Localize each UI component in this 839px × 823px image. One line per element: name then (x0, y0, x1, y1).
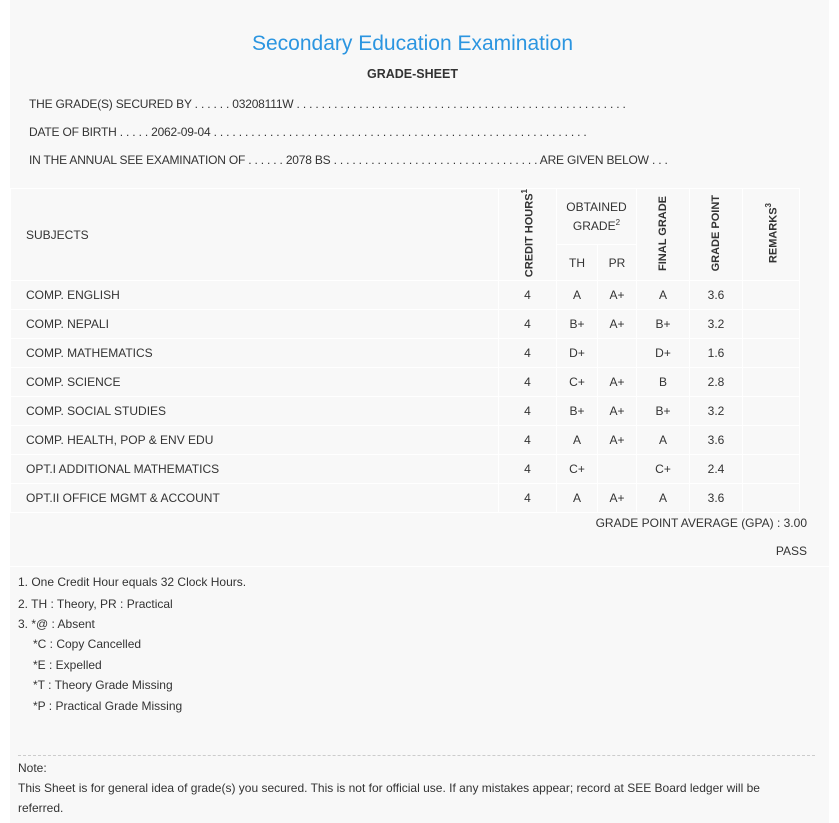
cell-pr (597, 338, 637, 369)
header-grade-point: GRADE POINT (689, 187, 743, 282)
cell-credit: 4 (498, 483, 557, 514)
table-row: COMP. ENGLISH 4 A A+ A 3.6 (10, 280, 800, 311)
cell-subject: OPT.II OFFICE MGMT & ACCOUNT (10, 483, 499, 514)
cell-credit: 4 (498, 280, 557, 311)
table-row: COMP. HEALTH, POP & ENV EDU 4 A A+ A 3.6 (10, 425, 800, 456)
footnote: *T : Theory Grade Missing (33, 678, 173, 692)
table-row: COMP. SOCIAL STUDIES 4 B+ A+ B+ 3.2 (10, 396, 800, 427)
cell-remarks (742, 367, 800, 398)
cell-final: B (636, 367, 690, 398)
exam-line: IN THE ANNUAL SEE EXAMINATION OF . . . .… (29, 153, 668, 167)
cell-th: A (556, 425, 598, 456)
dob-line: DATE OF BIRTH . . . . . 2062-09-04 . . .… (29, 125, 587, 139)
cell-subject: COMP. ENGLISH (10, 280, 499, 311)
header-obtained-grade: OBTAINED GRADE2 (556, 187, 637, 246)
grades-table: SUBJECTS CREDIT HOURS1 OBTAINED GRADE2 F… (10, 187, 800, 514)
cell-subject: COMP. HEALTH, POP & ENV EDU (10, 425, 499, 456)
cell-th: B+ (556, 396, 598, 427)
cell-th: D+ (556, 338, 598, 369)
cell-credit: 4 (498, 425, 557, 456)
table-row: OPT.I ADDITIONAL MATHEMATICS 4 C+ C+ 2.4 (10, 454, 800, 485)
cell-final: A (636, 425, 690, 456)
cell-gp: 3.6 (689, 280, 743, 311)
table-row: COMP. MATHEMATICS 4 D+ D+ 1.6 (10, 338, 800, 369)
cell-remarks (742, 425, 800, 456)
cell-final: B+ (636, 309, 690, 340)
table-row: COMP. SCIENCE 4 C+ A+ B 2.8 (10, 367, 800, 398)
cell-pr: A+ (597, 425, 637, 456)
cell-credit: 4 (498, 396, 557, 427)
header-credit-hours: CREDIT HOURS1 (498, 187, 557, 282)
cell-subject: COMP. SOCIAL STUDIES (10, 396, 499, 427)
cell-th: C+ (556, 367, 598, 398)
page-title: Secondary Education Examination (251, 32, 574, 55)
cell-credit: 4 (498, 367, 557, 398)
cell-credit: 4 (498, 338, 557, 369)
header-subjects: SUBJECTS (10, 187, 499, 282)
cell-gp: 2.8 (689, 367, 743, 398)
cell-gp: 1.6 (689, 338, 743, 369)
cell-gp: 3.6 (689, 425, 743, 456)
table-row: OPT.II OFFICE MGMT & ACCOUNT 4 A A+ A 3.6 (10, 483, 800, 514)
footnote: *E : Expelled (33, 658, 102, 672)
gpa-value: GRADE POINT AVERAGE (GPA) : 3.00 (595, 516, 807, 530)
cell-final: D+ (636, 338, 690, 369)
result-status: PASS (775, 544, 807, 558)
note-divider (18, 755, 815, 756)
table-row: COMP. NEPALI 4 B+ A+ B+ 3.2 (10, 309, 800, 340)
cell-final: A (636, 280, 690, 311)
divider (10, 566, 829, 567)
cell-remarks (742, 280, 800, 311)
cell-pr: A+ (597, 483, 637, 514)
header-final-grade: FINAL GRADE (636, 187, 690, 282)
cell-th: A (556, 280, 598, 311)
cell-th: C+ (556, 454, 598, 485)
cell-gp: 2.4 (689, 454, 743, 485)
cell-subject: COMP. NEPALI (10, 309, 499, 340)
page-subtitle: GRADE-SHEET (367, 67, 458, 81)
cell-subject: COMP. SCIENCE (10, 367, 499, 398)
cell-th: A (556, 483, 598, 514)
cell-subject: COMP. MATHEMATICS (10, 338, 499, 369)
note-label: Note: (18, 761, 47, 775)
cell-remarks (742, 454, 800, 485)
cell-remarks (742, 338, 800, 369)
footnote: 3. *@ : Absent (18, 617, 95, 631)
cell-remarks (742, 396, 800, 427)
cell-pr (597, 454, 637, 485)
footnote: 1. One Credit Hour equals 32 Clock Hours… (18, 575, 247, 589)
cell-pr: A+ (597, 309, 637, 340)
header-th: TH (556, 244, 598, 282)
cell-remarks (742, 309, 800, 340)
footnote: *C : Copy Cancelled (33, 637, 142, 651)
grade-sheet: Secondary Education Examination GRADE-SH… (10, 0, 829, 823)
footnote: 2. TH : Theory, PR : Practical (18, 597, 173, 611)
cell-final: C+ (636, 454, 690, 485)
cell-pr: A+ (597, 396, 637, 427)
cell-gp: 3.2 (689, 309, 743, 340)
cell-remarks (742, 483, 800, 514)
cell-gp: 3.6 (689, 483, 743, 514)
header-pr: PR (597, 244, 637, 282)
cell-gp: 3.2 (689, 396, 743, 427)
footnote: *P : Practical Grade Missing (33, 699, 183, 713)
cell-pr: A+ (597, 280, 637, 311)
cell-final: B+ (636, 396, 690, 427)
secured-by-line: THE GRADE(S) SECURED BY . . . . . . 0320… (29, 97, 626, 111)
cell-credit: 4 (498, 454, 557, 485)
cell-subject: OPT.I ADDITIONAL MATHEMATICS (10, 454, 499, 485)
cell-final: A (636, 483, 690, 514)
cell-th: B+ (556, 309, 598, 340)
cell-credit: 4 (498, 309, 557, 340)
header-remarks: REMARKS3 (742, 187, 800, 282)
cell-pr: A+ (597, 367, 637, 398)
note-text: This Sheet is for general idea of grade(… (18, 781, 760, 815)
